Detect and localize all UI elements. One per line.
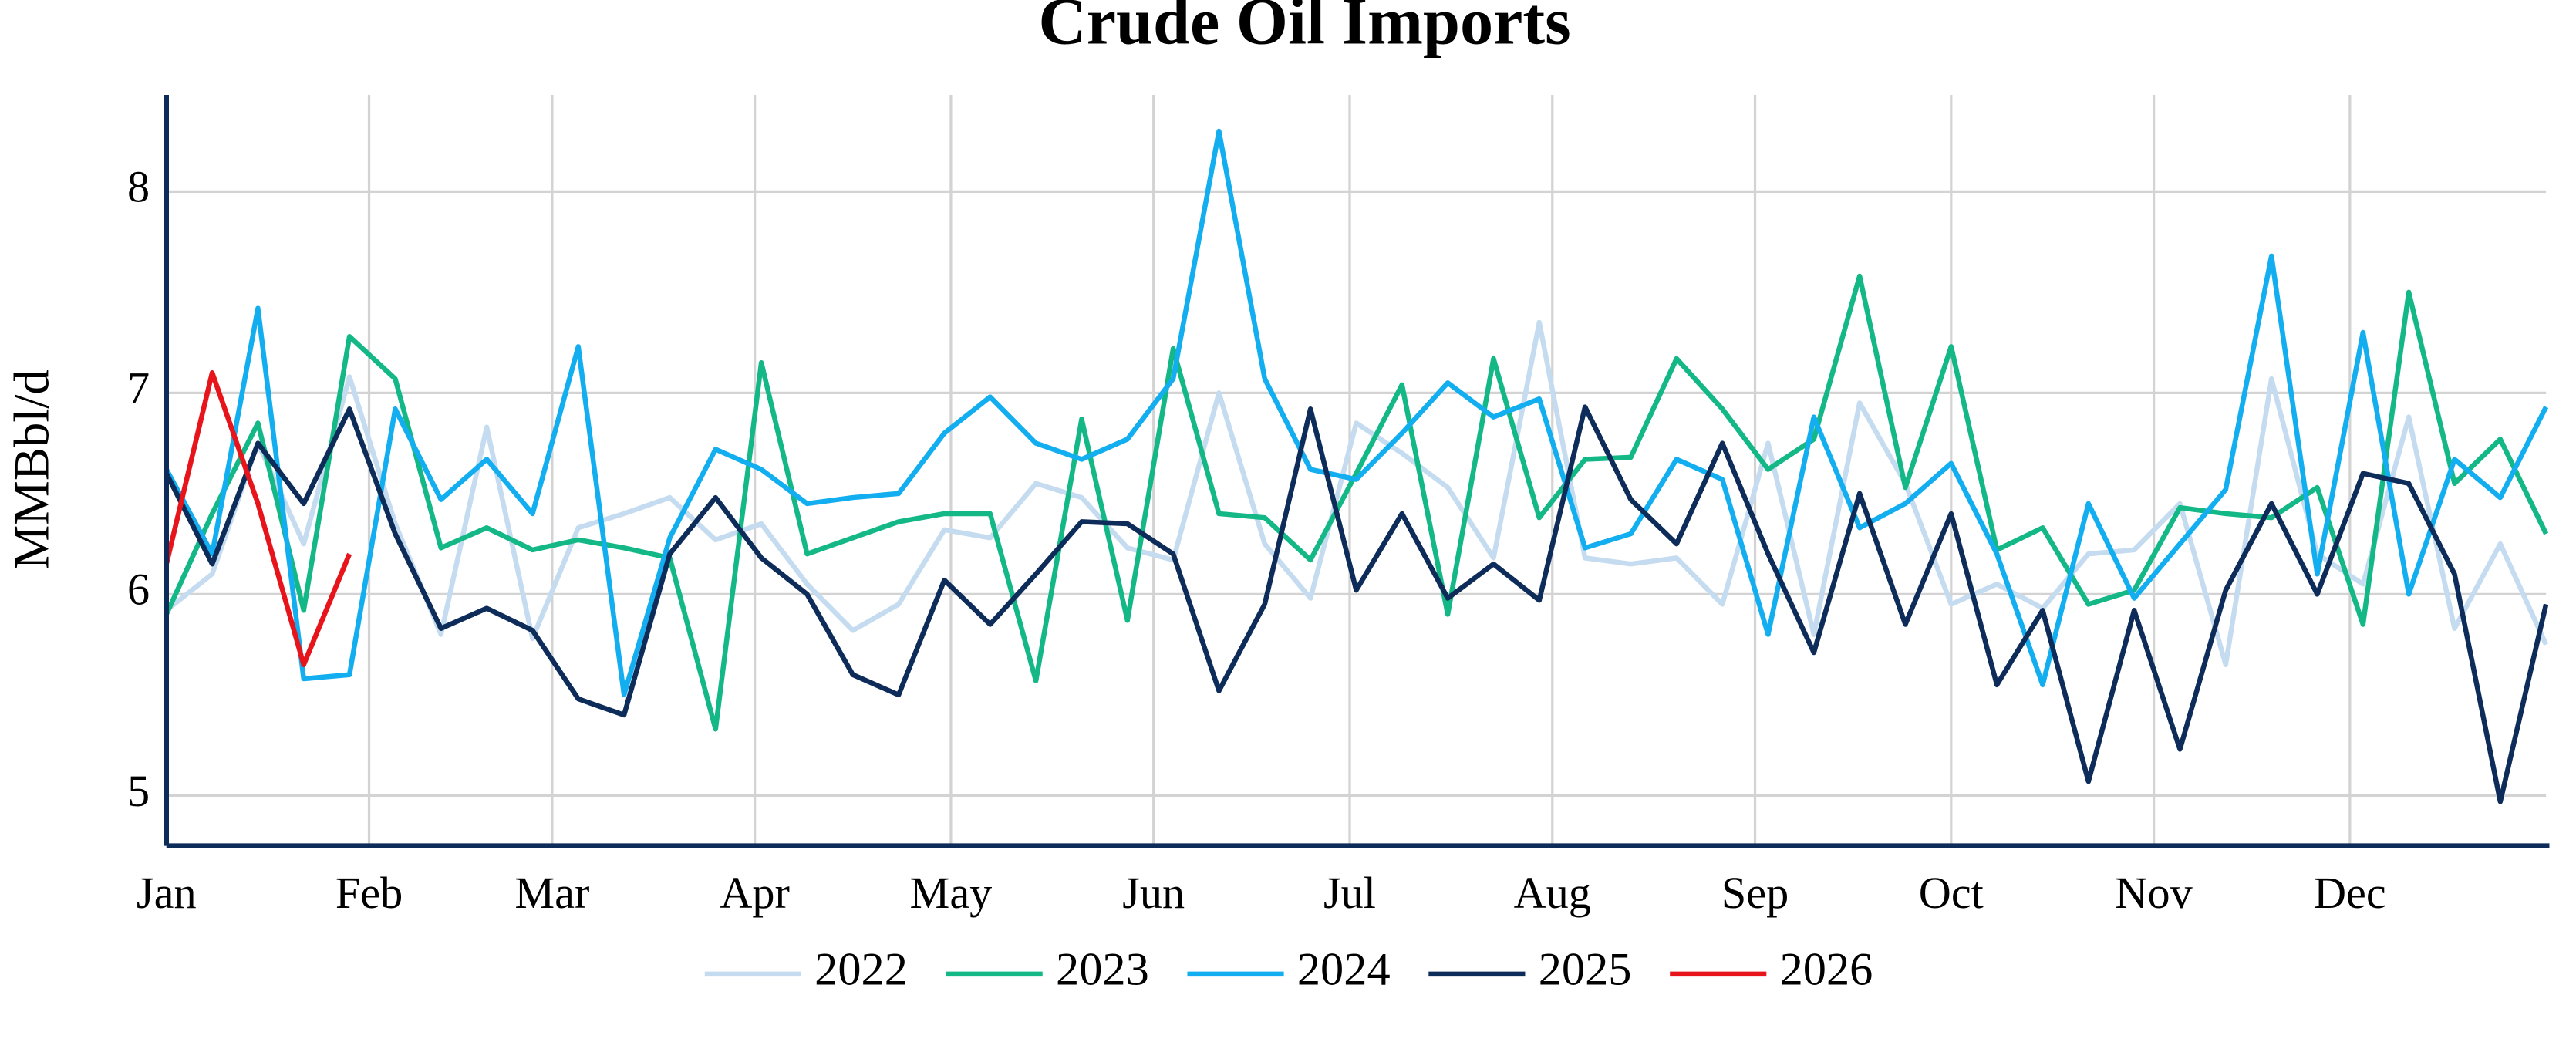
x-tick-label: May <box>910 868 993 918</box>
y-tick-label: 8 <box>127 162 150 212</box>
data-line <box>164 128 2549 698</box>
chart-title: Crude Oil Imports <box>1038 0 1570 59</box>
x-tick-label: Nov <box>2115 868 2193 918</box>
legend-label: 2024 <box>1297 944 1391 996</box>
x-tick-label: Jan <box>137 868 197 918</box>
y-tick-label: 7 <box>127 363 150 413</box>
data-line <box>164 370 352 667</box>
x-tick-label: Jun <box>1122 868 1185 918</box>
y-axis-label: MMBbl/d <box>4 369 59 569</box>
legend-label: 2026 <box>1780 944 1873 996</box>
legend-label: 2023 <box>1056 944 1149 996</box>
y-tick-label: 6 <box>127 565 150 615</box>
legend-label: 2022 <box>814 944 908 996</box>
data-line <box>164 404 2549 804</box>
x-tick-label: Apr <box>720 868 790 918</box>
x-tick-label: Dec <box>2314 868 2386 918</box>
x-tick-label: Sep <box>1721 868 1789 918</box>
x-tick-label: Aug <box>1514 868 1591 918</box>
data-line <box>164 319 2549 667</box>
x-tick-label: Feb <box>335 868 403 918</box>
y-tick-label: 5 <box>127 766 150 816</box>
data-line <box>164 273 2549 732</box>
x-tick-label: Mar <box>514 868 589 918</box>
legend-label: 2025 <box>1539 944 1632 996</box>
x-tick-label: Oct <box>1919 868 1984 918</box>
x-tick-label: Jul <box>1323 868 1376 918</box>
